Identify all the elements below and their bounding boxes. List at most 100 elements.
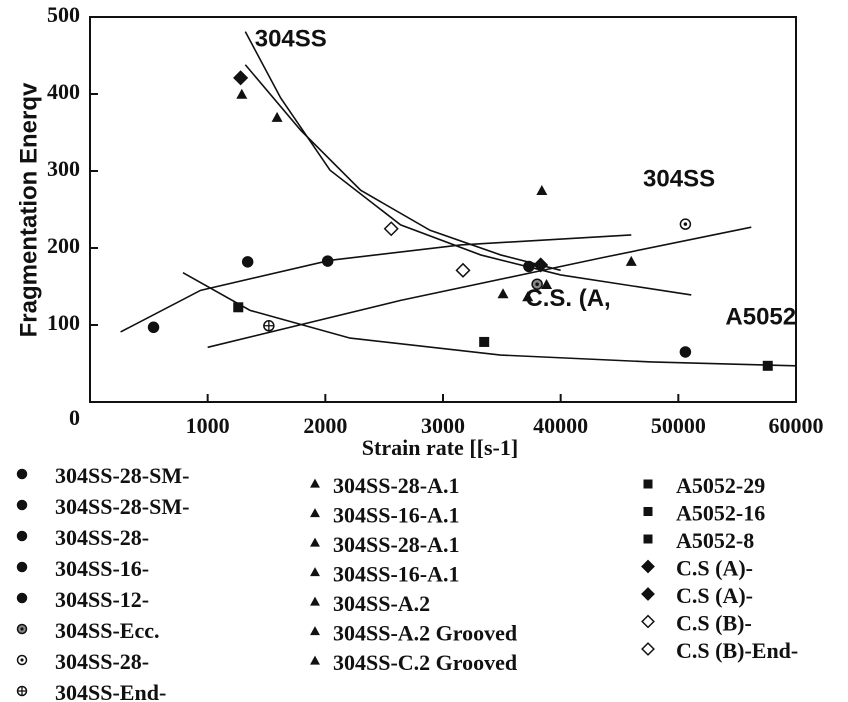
marker-dot — [683, 222, 688, 226]
marker — [310, 655, 320, 665]
legend-label: A5052-29 — [676, 473, 765, 498]
legend-label: C.S (B)-End- — [676, 638, 798, 663]
y-tick-label: 500 — [47, 2, 80, 27]
marker-dot — [20, 627, 24, 631]
legend-label: 304SS-12- — [55, 587, 149, 612]
marker — [310, 567, 320, 577]
marker-shape — [233, 70, 249, 86]
marker-shape — [321, 255, 334, 267]
x-tick-label: 60000 — [769, 413, 824, 438]
marker-shape — [271, 111, 283, 122]
plot-frame — [89, 16, 797, 403]
y-tick-label: 100 — [47, 310, 80, 335]
marker — [310, 596, 320, 606]
marker-shape — [241, 256, 254, 268]
legend-label: 304SS-28-A.1 — [333, 473, 460, 498]
marker-plus — [263, 320, 274, 331]
marker-shape — [147, 321, 160, 334]
marker-shape — [541, 278, 553, 289]
marker — [241, 256, 254, 268]
marker — [16, 685, 28, 697]
legend-label: 304SS-End- — [55, 680, 166, 702]
legend-label: 304SS-A.2 — [333, 591, 430, 616]
marker-shape — [16, 530, 28, 542]
legend-label: 304SS-28- — [55, 649, 149, 674]
marker — [679, 346, 692, 358]
marker — [147, 321, 160, 334]
legend-label: C.S (A)- — [676, 583, 753, 608]
marker — [625, 255, 637, 266]
marker-shape — [233, 302, 244, 313]
marker — [536, 185, 548, 196]
legend-label: 304SS-28-SM- — [55, 463, 189, 488]
legend-label: 304SS-16-A.1 — [333, 503, 460, 528]
marker — [271, 111, 283, 122]
annotation: 304SS — [255, 25, 327, 52]
marker — [310, 508, 320, 518]
marker-shape — [16, 499, 28, 511]
marker — [479, 336, 490, 347]
marker — [523, 260, 535, 273]
marker-shape — [310, 508, 320, 518]
y-tick-label: 300 — [47, 156, 80, 181]
fit-curve — [207, 226, 752, 349]
annotation: 304SS — [643, 166, 715, 193]
marker-shape — [383, 221, 399, 237]
x-tick-label: 3000 — [421, 413, 465, 438]
legend-label: 304SS-Ecc. — [55, 618, 160, 643]
legend-label: 304SS-28-A.1 — [333, 532, 460, 557]
marker-shape — [523, 260, 535, 273]
legend-label: A5052-16 — [676, 501, 765, 526]
marker — [310, 537, 320, 547]
marker — [641, 614, 655, 629]
marker — [762, 360, 773, 371]
marker-shape — [16, 592, 28, 604]
y-tick-label: 200 — [47, 233, 80, 258]
marker-plus — [17, 686, 27, 696]
marker — [16, 561, 28, 573]
marker — [16, 468, 28, 480]
legend-label: 304SS-A.2 Grooved — [333, 621, 517, 646]
marker — [522, 291, 534, 302]
marker — [641, 642, 655, 656]
legend-label: C.S (B)- — [676, 611, 752, 636]
marker — [531, 278, 543, 290]
marker-shape — [455, 262, 471, 278]
legend-label: 304SS-16- — [55, 556, 149, 581]
marker-dot — [20, 658, 24, 662]
marker — [497, 288, 509, 299]
marker — [455, 262, 471, 278]
marker-shape — [533, 257, 549, 273]
marker-shape — [236, 88, 248, 99]
marker-shape — [643, 534, 653, 544]
marker-shape — [497, 288, 509, 299]
annotation: C.S. (A, — [525, 285, 610, 312]
marker — [643, 507, 653, 516]
marker — [641, 587, 655, 601]
marker — [233, 70, 249, 86]
marker-shape — [641, 587, 655, 601]
y-tick-label: 400 — [47, 79, 80, 104]
x-tick-label: 50000 — [651, 413, 706, 438]
marker — [533, 257, 549, 273]
marker-shape — [536, 185, 548, 196]
y-tick-label: 0 — [69, 405, 80, 430]
fit-curve — [182, 271, 797, 367]
marker-shape — [643, 507, 653, 516]
marker — [679, 218, 692, 230]
marker — [310, 478, 320, 488]
marker — [16, 499, 28, 511]
legend-label: 304SS-16-A.1 — [333, 562, 460, 587]
marker-shape — [479, 336, 490, 347]
fit-curve — [244, 31, 692, 296]
legend-label: C.S (A)- — [676, 556, 753, 581]
marker — [643, 534, 653, 544]
marker-shape — [310, 478, 320, 488]
x-tick-label: 40000 — [533, 413, 588, 438]
x-axis-label: Strain rate [[s-1] — [362, 435, 518, 460]
marker-shape — [641, 614, 655, 629]
legend-label: 304SS-28-SM- — [55, 494, 189, 519]
legend-label: 304SS-C.2 Grooved — [333, 650, 517, 675]
marker — [321, 255, 334, 267]
y-axis-label: Fragmentation Enerqv — [15, 82, 42, 337]
